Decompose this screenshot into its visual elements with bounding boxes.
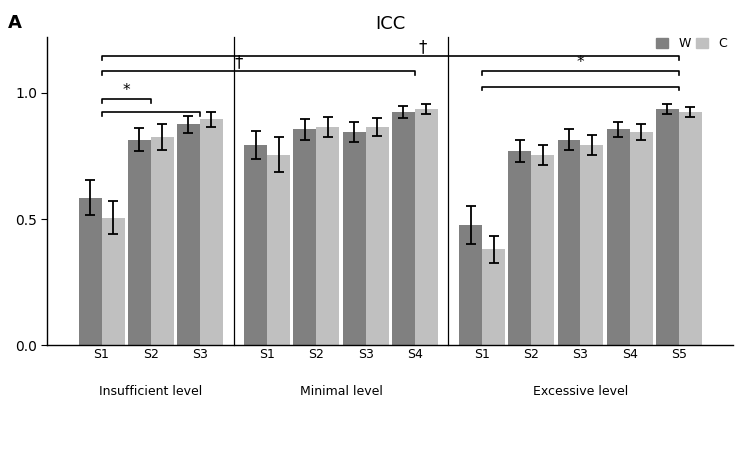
Bar — [607, 130, 630, 345]
Bar — [392, 112, 415, 345]
Bar — [531, 155, 554, 345]
Bar — [415, 109, 438, 345]
Bar — [316, 127, 340, 345]
Legend: W, C: W, C — [656, 37, 727, 50]
Bar — [557, 140, 580, 345]
Bar — [580, 145, 604, 345]
Text: *: * — [123, 83, 130, 98]
Bar — [151, 137, 174, 345]
Bar — [177, 124, 200, 345]
Bar — [128, 140, 151, 345]
Bar — [482, 249, 505, 345]
Text: Minimal level: Minimal level — [299, 385, 382, 398]
Bar — [509, 151, 531, 345]
Bar — [366, 127, 388, 345]
Text: *: * — [577, 55, 584, 70]
Bar — [343, 132, 366, 345]
Text: †: † — [419, 38, 427, 56]
Text: †: † — [234, 53, 242, 71]
Bar — [245, 145, 267, 345]
Text: Insufficient level: Insufficient level — [99, 385, 203, 398]
Bar — [102, 218, 124, 345]
Bar — [293, 130, 316, 345]
Bar — [679, 112, 702, 345]
Bar — [267, 155, 290, 345]
Bar — [656, 109, 679, 345]
Bar — [630, 132, 653, 345]
Bar — [459, 225, 482, 345]
Text: Excessive level: Excessive level — [533, 385, 628, 398]
Bar — [200, 119, 223, 345]
Bar — [79, 198, 102, 345]
Title: ICC: ICC — [375, 15, 405, 33]
Text: A: A — [7, 14, 22, 32]
